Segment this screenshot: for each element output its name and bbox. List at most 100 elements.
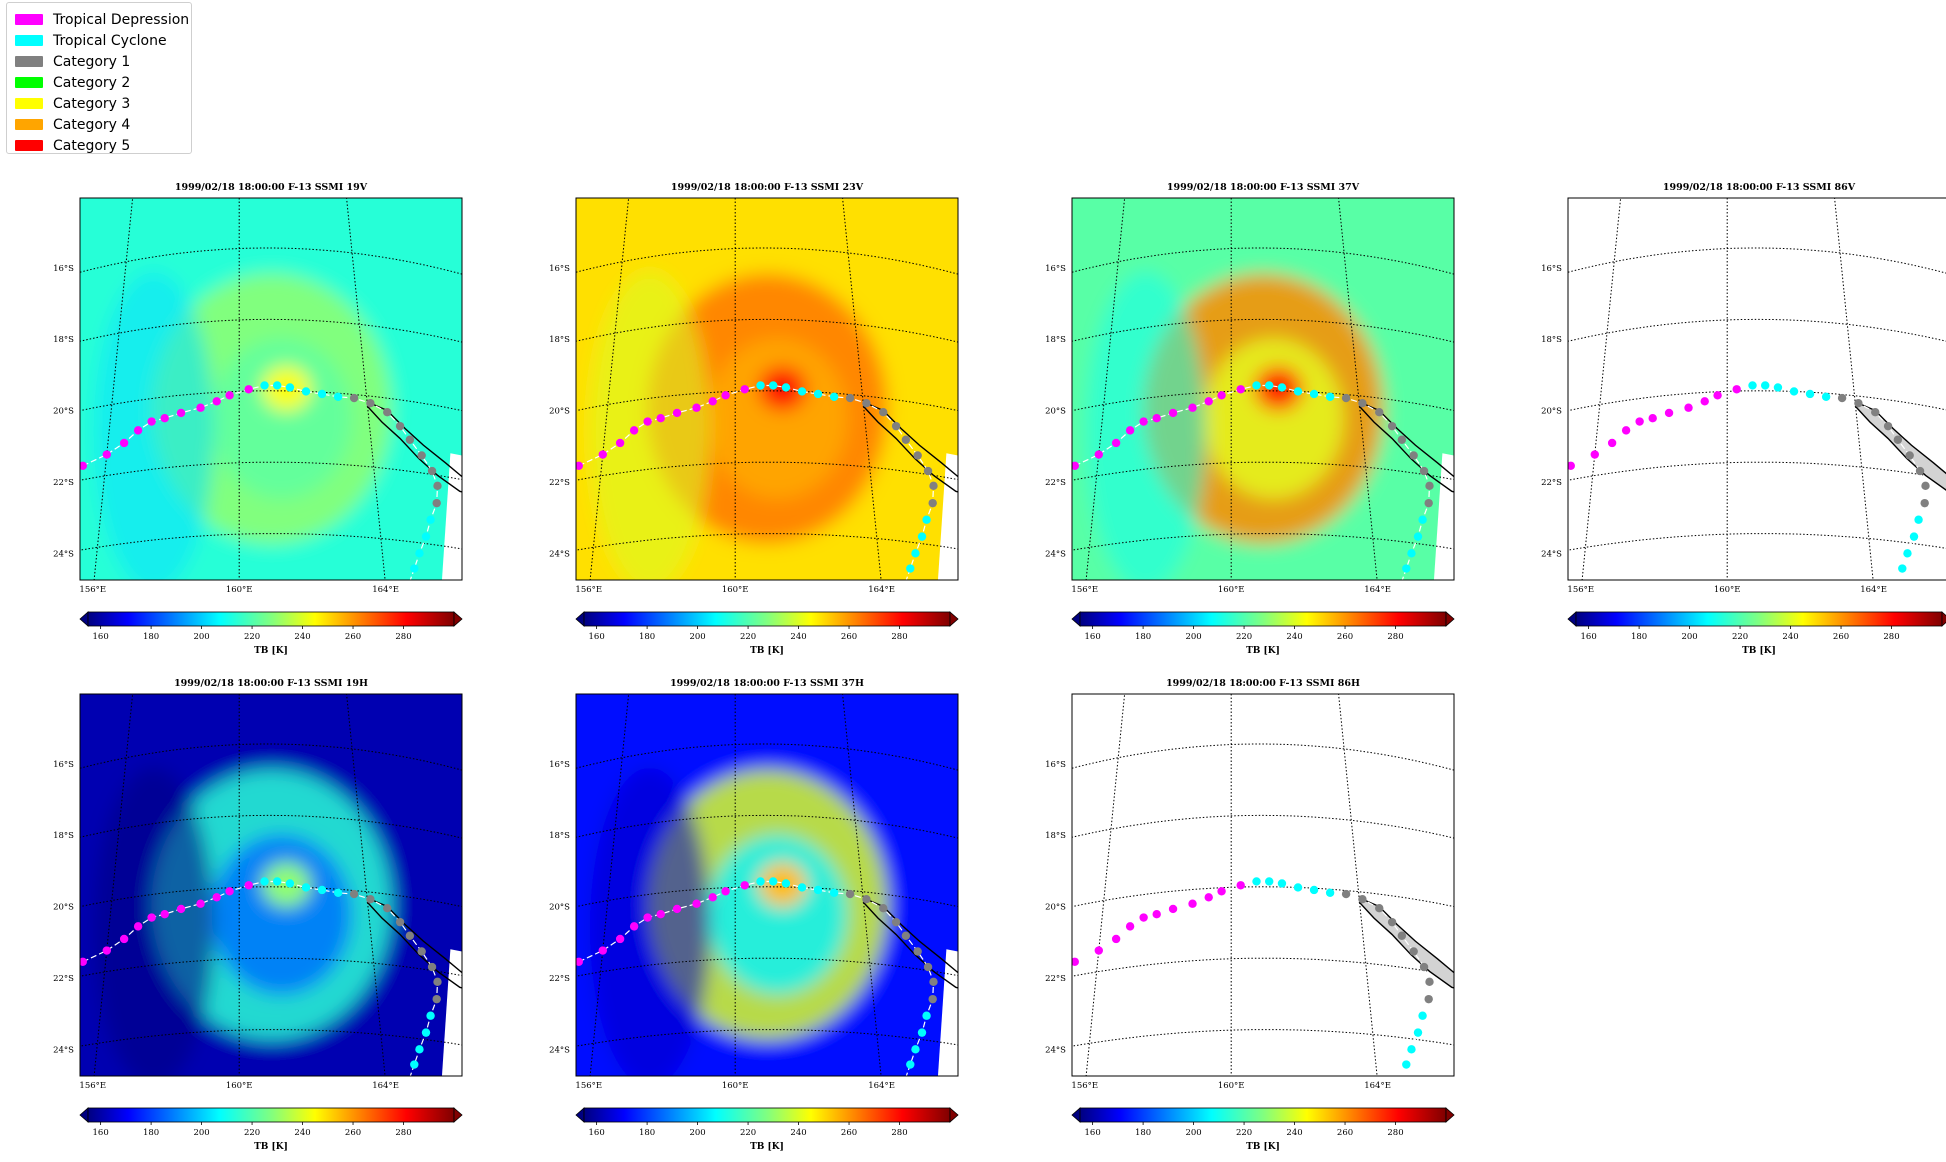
tb-field [80, 198, 462, 580]
legend-item: Tropical Depression [15, 9, 191, 30]
track-point [1072, 461, 1079, 470]
track-point [1905, 451, 1914, 460]
track-point [721, 887, 730, 896]
track-point [928, 498, 937, 508]
colorbar [87, 1107, 455, 1123]
track-point [906, 1060, 915, 1069]
track-point [917, 532, 927, 541]
lon-tick-label: 164°E [868, 1081, 895, 1091]
track-point [692, 403, 701, 412]
lat-tick-label: 22°S [1541, 478, 1562, 488]
track-point [656, 413, 665, 423]
track-point [410, 1060, 419, 1069]
track-point [366, 895, 375, 904]
lon-tick-label: 156°E [1071, 1081, 1098, 1091]
track-point [576, 957, 583, 966]
legend-label: Category 1 [53, 53, 131, 70]
track-point [1309, 389, 1319, 399]
track-point [426, 1011, 435, 1020]
lon-tick-label: 160°E [1218, 585, 1245, 595]
panel-86h: 1999/02/18 18:00:00 F-13 SSMI 86H 16°S 18°… [1045, 678, 1455, 1152]
track-point [395, 917, 405, 927]
track-point [285, 383, 295, 392]
colorbar-under-arrow [1567, 611, 1577, 627]
track-point [196, 403, 205, 412]
legend-label: Tropical Depression [53, 11, 190, 28]
lat-tick-label: 16°S [1541, 264, 1562, 274]
track-point [1920, 498, 1929, 508]
panel-19v: 1999/02/18 18:00:00 F-13 SSMI 19V 16°S 18°… [53, 182, 463, 656]
track-point [1914, 515, 1923, 524]
colorbar-over-arrow [453, 1107, 463, 1123]
track-point [196, 899, 205, 908]
track-point [1168, 408, 1178, 418]
track-point [922, 1011, 931, 1020]
lat-line [576, 743, 958, 771]
track-point [1277, 879, 1287, 888]
track-point [1424, 498, 1433, 508]
map-area [80, 694, 462, 1076]
track-point [1265, 381, 1274, 390]
track-point [212, 893, 221, 902]
track-point [1425, 977, 1434, 987]
track-point [160, 909, 169, 919]
track-point [1325, 392, 1335, 401]
lon-tick-label: 160°E [1714, 585, 1741, 595]
track-point [433, 977, 442, 987]
colorbar-tick-label: 160 [589, 632, 605, 642]
map-frame [575, 197, 959, 581]
colorbar-tick-label: 220 [740, 1128, 756, 1138]
colorbar-tick-label: 260 [345, 1128, 361, 1138]
lat-tick-label: 24°S [1045, 1045, 1066, 1055]
track-point [349, 889, 359, 899]
track-point [928, 994, 937, 1004]
lon-tick-label: 160°E [1218, 1081, 1245, 1091]
colorbar-tick-label: 280 [395, 1128, 411, 1138]
track-point [901, 435, 911, 444]
lat-tick-label: 20°S [53, 903, 74, 913]
lat-line [1072, 533, 1454, 551]
lat-line [80, 533, 462, 551]
lon-tick-label: 164°E [1364, 1081, 1391, 1091]
track-point [1413, 1028, 1423, 1037]
track-point [1898, 564, 1907, 573]
tb-inner [707, 834, 848, 995]
colorbar-tick-label: 160 [1085, 632, 1101, 642]
lat-tick-label: 18°S [1045, 335, 1066, 345]
track-point [1309, 885, 1319, 895]
track-point [333, 888, 343, 897]
track-point [1204, 397, 1213, 406]
colorbar-under-arrow [79, 611, 89, 627]
track-point [1397, 931, 1407, 940]
colorbar-tick-label: 220 [244, 1128, 260, 1138]
track-point [1217, 391, 1226, 400]
track-point [1732, 385, 1741, 394]
lat-tick-label: 22°S [1045, 974, 1066, 984]
coastline [366, 402, 462, 493]
track-point [1635, 417, 1644, 426]
colorbar-tick-label: 240 [790, 632, 806, 642]
colorbar-over-arrow [949, 1107, 959, 1123]
colorbar-label: TB [K] [750, 646, 784, 656]
track-point [756, 381, 765, 390]
track-point [1921, 481, 1930, 491]
track-point [929, 481, 938, 491]
track-point [1590, 450, 1599, 459]
panel-title: 1999/02/18 18:00:00 F-13 SSMI 37V [1167, 182, 1360, 193]
colorbar-tick-label: 200 [1681, 632, 1697, 642]
colorbar-tick-label: 240 [1286, 632, 1302, 642]
colorbar-tick-label: 220 [244, 632, 260, 642]
track-point [1252, 877, 1261, 886]
lat-tick-label: 18°S [549, 335, 570, 345]
track-point [913, 947, 922, 956]
track-point [845, 889, 855, 899]
map-area [576, 198, 958, 580]
track-point [1341, 393, 1351, 403]
track-point [1761, 381, 1770, 390]
track-point [395, 421, 405, 431]
colorbar-label: TB [K] [750, 1142, 784, 1152]
legend-item: Category 1 [15, 51, 191, 72]
track-point [1293, 883, 1303, 892]
track-point [421, 1028, 431, 1037]
colorbar-tick-label: 200 [1185, 632, 1201, 642]
